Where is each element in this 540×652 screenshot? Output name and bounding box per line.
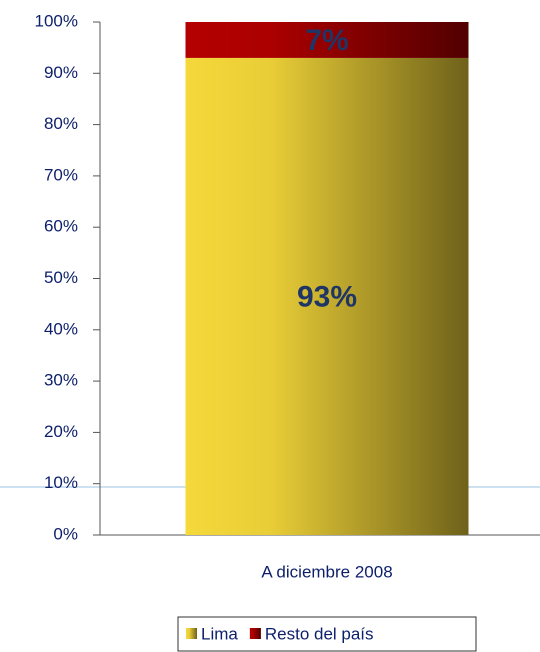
- legend-box: [177, 616, 477, 652]
- legend-label: Lima: [201, 624, 238, 643]
- y-tick-label: 40%: [44, 319, 78, 338]
- bar-shade: [185, 57, 469, 535]
- data-label: 93%: [297, 280, 357, 313]
- y-tick-label: 0%: [53, 524, 78, 543]
- y-tick-label: 50%: [44, 268, 78, 287]
- legend-label: Resto del país: [265, 624, 374, 643]
- legend-swatch-shade: [249, 628, 261, 639]
- legend-swatch-shade: [186, 628, 197, 639]
- y-tick-label: 20%: [44, 422, 78, 441]
- y-tick-label: 80%: [44, 114, 78, 133]
- y-tick-label: 70%: [44, 165, 78, 184]
- y-tick-label: 90%: [44, 63, 78, 82]
- y-tick-label: 60%: [44, 217, 78, 236]
- y-tick-label: 30%: [44, 371, 78, 390]
- data-label: 7%: [305, 24, 348, 57]
- bar-shade: [185, 22, 469, 58]
- x-tick-label: A diciembre 2008: [261, 562, 392, 581]
- y-tick-label: 10%: [44, 473, 78, 492]
- y-tick-label: 100%: [35, 11, 78, 30]
